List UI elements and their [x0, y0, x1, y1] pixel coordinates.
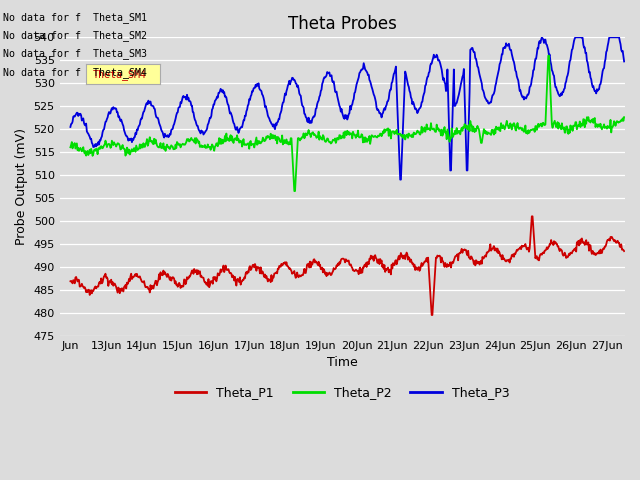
- Theta_P1: [536, 252, 544, 257]
- Title: Theta Probes: Theta Probes: [288, 15, 397, 33]
- Theta_P1: [83, 288, 91, 293]
- X-axis label: Time: Time: [327, 356, 358, 369]
- Theta_P2: [620, 114, 628, 120]
- Theta_P1: [374, 260, 382, 266]
- Text: No data for f  Theta_SM4: No data for f Theta_SM4: [3, 67, 147, 78]
- Theta_P3: [374, 107, 382, 112]
- Theta_P1: [620, 248, 628, 254]
- Text: No data for f  Theta_SM2: No data for f Theta_SM2: [3, 30, 147, 41]
- Theta_P2: [375, 133, 383, 139]
- Theta_P2: [67, 144, 74, 150]
- Text: No data for f  Theta_SM1: No data for f Theta_SM1: [3, 12, 147, 23]
- Theta_P3: [67, 124, 74, 130]
- Theta_P2: [83, 150, 91, 156]
- Theta_P2: [545, 53, 552, 59]
- Theta_P3: [396, 177, 404, 182]
- Theta_P1: [386, 267, 394, 273]
- Line: Theta_P3: Theta_P3: [70, 37, 624, 180]
- Theta_P3: [536, 38, 543, 44]
- Text: Theta_SM4: Theta_SM4: [92, 70, 147, 80]
- Theta_P1: [423, 255, 431, 261]
- Theta_P3: [538, 35, 546, 40]
- Text: No data for f  Theta_SM3: No data for f Theta_SM3: [3, 48, 147, 60]
- Theta_P3: [620, 59, 628, 64]
- Line: Theta_P2: Theta_P2: [70, 56, 624, 191]
- Theta_P3: [386, 90, 394, 96]
- Theta_P3: [187, 99, 195, 105]
- Theta_P2: [187, 136, 195, 142]
- Theta_P1: [67, 278, 74, 284]
- Theta_P2: [387, 128, 394, 133]
- Theta_P3: [424, 74, 431, 80]
- Theta_P1: [528, 214, 536, 219]
- Y-axis label: Probe Output (mV): Probe Output (mV): [15, 128, 28, 245]
- Line: Theta_P1: Theta_P1: [70, 216, 624, 315]
- Theta_P3: [83, 129, 91, 134]
- Theta_P2: [536, 123, 543, 129]
- Theta_P1: [428, 312, 435, 318]
- Theta_P1: [187, 272, 195, 278]
- Theta_P2: [291, 188, 298, 194]
- Theta_P2: [424, 127, 431, 132]
- Legend: Theta_P1, Theta_P2, Theta_P3: Theta_P1, Theta_P2, Theta_P3: [170, 381, 515, 404]
